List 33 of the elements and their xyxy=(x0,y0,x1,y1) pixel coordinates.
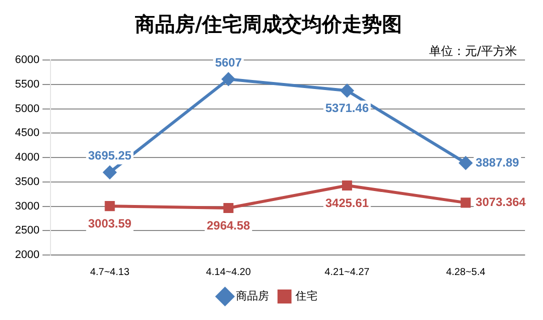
point xyxy=(104,201,115,212)
y-tick-label: 2000 xyxy=(14,249,40,262)
data-label: 3003.59 xyxy=(88,216,132,230)
point xyxy=(340,84,354,98)
legend-label: 住宅 xyxy=(296,290,318,303)
y-tick-label: 2500 xyxy=(14,224,40,237)
legend-label: 商品房 xyxy=(236,290,269,303)
point xyxy=(223,202,234,214)
data-label: 5371.46 xyxy=(325,100,370,115)
y-tick-label: 4500 xyxy=(14,127,40,140)
chart-title: 商品房/住宅周成交均价走势图 xyxy=(134,12,402,36)
x-tick-label: 4.28~5.4 xyxy=(446,266,486,278)
x-tick-label: 4.7~4.13 xyxy=(90,266,130,278)
data-label: 3695.25 xyxy=(88,148,132,163)
y-tick-label: 5000 xyxy=(14,102,40,115)
data-label: 2964.58 xyxy=(206,218,250,232)
data-label: 5607 xyxy=(215,55,242,70)
y-tick-label: 6000 xyxy=(14,54,40,66)
data-label: 3073.364 xyxy=(476,194,526,209)
y-tick-label: 3500 xyxy=(14,176,40,188)
y-tick-label: 4000 xyxy=(14,152,40,164)
point xyxy=(459,156,472,170)
point xyxy=(103,166,116,179)
x-tick-label: 4.14~4.20 xyxy=(206,266,252,278)
point xyxy=(222,72,235,86)
y-tick-label: 5500 xyxy=(14,78,40,90)
text: 单位：元/平方米 xyxy=(428,44,517,58)
point xyxy=(460,198,471,208)
x-tick-label: 4.21~4.27 xyxy=(324,266,370,278)
data-label: 3425.61 xyxy=(325,196,370,210)
data-label: 3887.89 xyxy=(476,155,520,170)
point xyxy=(342,180,352,191)
y-tick-label: 3000 xyxy=(14,200,40,212)
